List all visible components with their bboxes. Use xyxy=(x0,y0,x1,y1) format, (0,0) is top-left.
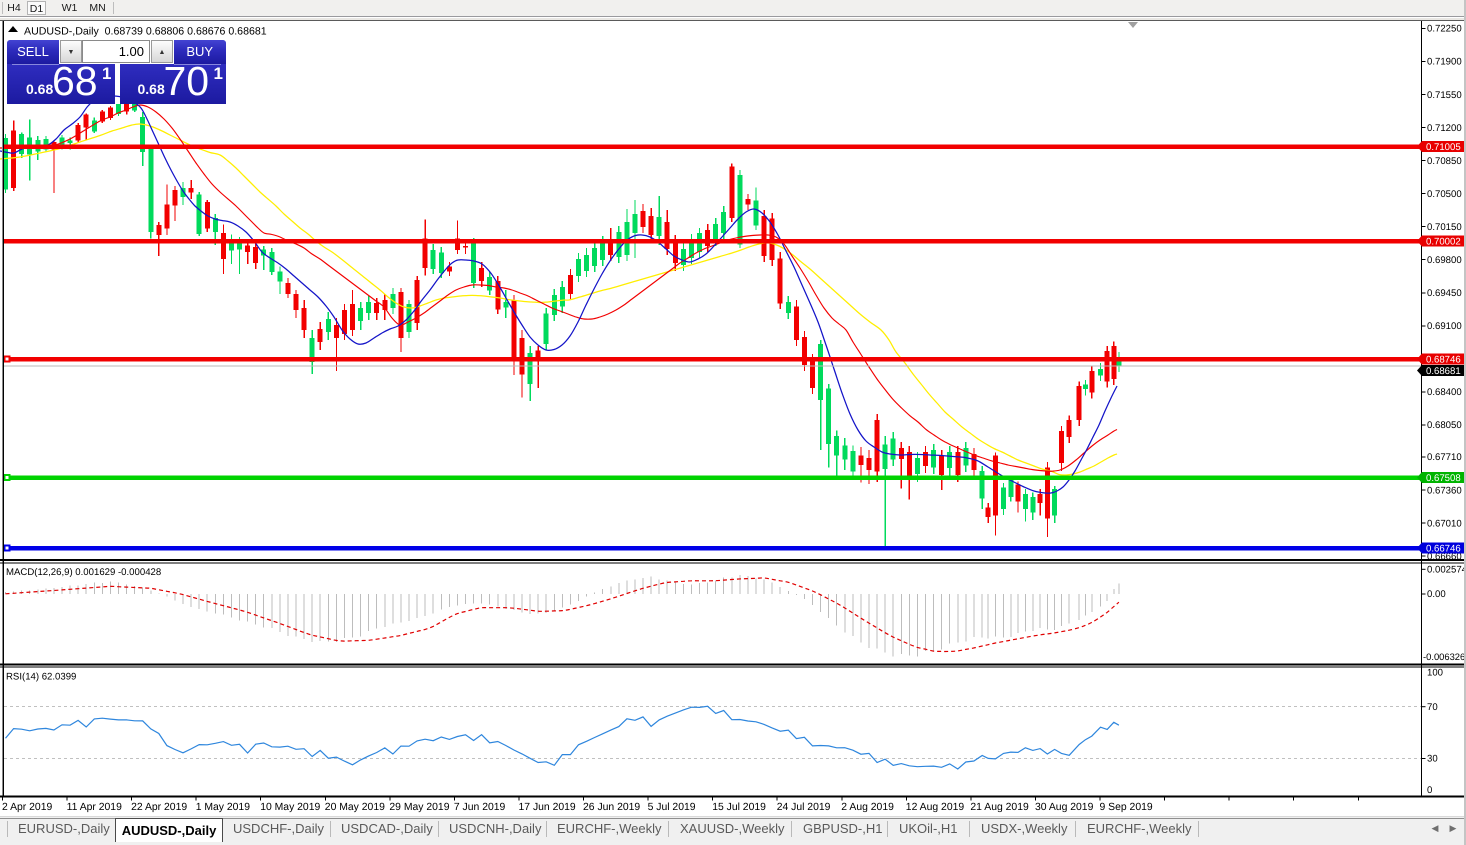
svg-text:0.71550: 0.71550 xyxy=(1427,90,1462,101)
svg-text:0.70850: 0.70850 xyxy=(1427,156,1462,167)
svg-text:11 Apr 2019: 11 Apr 2019 xyxy=(67,802,122,813)
svg-text:0.68400: 0.68400 xyxy=(1427,387,1462,398)
svg-text:30: 30 xyxy=(1427,754,1438,765)
svg-text:100: 100 xyxy=(1427,668,1443,679)
svg-text:0.68681: 0.68681 xyxy=(1426,366,1461,377)
svg-text:AUDUSD-,Daily 0.68739 0.68806: AUDUSD-,Daily 0.68739 0.68806 0.68676 0.… xyxy=(24,26,267,38)
svg-text:2 Aug 2019: 2 Aug 2019 xyxy=(841,802,894,813)
svg-text:0.71200: 0.71200 xyxy=(1427,123,1462,134)
svg-text:0: 0 xyxy=(1427,785,1432,796)
svg-text:0.69800: 0.69800 xyxy=(1427,255,1462,266)
svg-text:1 May 2019: 1 May 2019 xyxy=(196,802,251,813)
svg-text:0.70500: 0.70500 xyxy=(1427,189,1462,200)
svg-text:0.69450: 0.69450 xyxy=(1427,288,1462,299)
svg-text:0.67710: 0.67710 xyxy=(1427,452,1462,463)
svg-text:0.70150: 0.70150 xyxy=(1427,222,1462,233)
svg-text:0.002574: 0.002574 xyxy=(1427,565,1466,576)
svg-text:0.72250: 0.72250 xyxy=(1427,24,1462,35)
svg-text:15 Jul 2019: 15 Jul 2019 xyxy=(712,802,766,813)
svg-text:0.67360: 0.67360 xyxy=(1427,485,1462,496)
svg-text:12 Aug 2019: 12 Aug 2019 xyxy=(906,802,965,813)
svg-text:0.71900: 0.71900 xyxy=(1427,57,1462,68)
svg-text:29 May 2019: 29 May 2019 xyxy=(389,802,449,813)
svg-text:MACD(12,26,9) 0.001629 -0.0004: MACD(12,26,9) 0.001629 -0.000428 xyxy=(6,567,161,578)
svg-text:20 May 2019: 20 May 2019 xyxy=(325,802,385,813)
svg-text:17 Jun 2019: 17 Jun 2019 xyxy=(519,802,576,813)
svg-text:24 Jul 2019: 24 Jul 2019 xyxy=(777,802,831,813)
svg-text:0.66746: 0.66746 xyxy=(1426,544,1461,555)
svg-text:-0.006326: -0.006326 xyxy=(1423,651,1465,662)
svg-text:22 Apr 2019: 22 Apr 2019 xyxy=(131,802,187,813)
svg-text:2 Apr 2019: 2 Apr 2019 xyxy=(2,802,52,813)
svg-text:26 Jun 2019: 26 Jun 2019 xyxy=(583,802,640,813)
svg-text:30 Aug 2019: 30 Aug 2019 xyxy=(1035,802,1094,813)
svg-text:9 Sep 2019: 9 Sep 2019 xyxy=(1100,802,1153,813)
svg-text:70: 70 xyxy=(1427,702,1438,713)
svg-text:0.69100: 0.69100 xyxy=(1427,321,1462,332)
svg-text:0.68746: 0.68746 xyxy=(1426,355,1461,366)
svg-text:0.66660: 0.66660 xyxy=(1427,551,1462,562)
svg-text:5 Jul 2019: 5 Jul 2019 xyxy=(648,802,696,813)
svg-text:0.68050: 0.68050 xyxy=(1427,420,1462,431)
svg-text:7 Jun 2019: 7 Jun 2019 xyxy=(454,802,506,813)
svg-text:0.70002: 0.70002 xyxy=(1426,237,1461,248)
svg-text:0.71005: 0.71005 xyxy=(1426,142,1461,153)
svg-text:21 Aug 2019: 21 Aug 2019 xyxy=(970,802,1029,813)
svg-text:0.00: 0.00 xyxy=(1427,589,1446,600)
svg-text:0.67010: 0.67010 xyxy=(1427,518,1462,529)
svg-text:RSI(14) 62.0399: RSI(14) 62.0399 xyxy=(6,672,76,683)
svg-text:10 May 2019: 10 May 2019 xyxy=(260,802,320,813)
svg-text:0.67508: 0.67508 xyxy=(1426,473,1461,484)
